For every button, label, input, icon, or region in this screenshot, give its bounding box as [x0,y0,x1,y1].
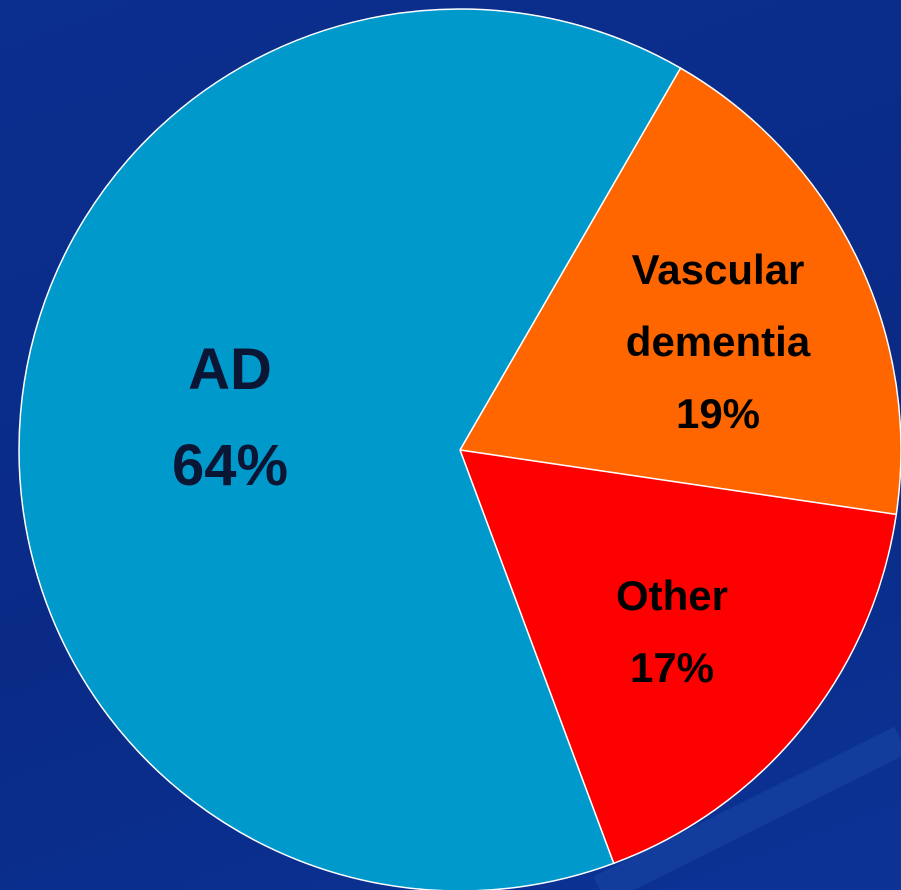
slice-label: Other [615,572,728,619]
slice-label: Vascular dementia [625,246,811,365]
pie-slice [18,8,682,890]
slice-value-label: 19% [675,390,761,437]
slice-value-label: 17% [629,644,715,691]
slice-label: AD [188,337,272,402]
slice-value-label: 64% [171,433,289,498]
background-swoosh [593,726,901,890]
pie-slice [458,449,898,865]
